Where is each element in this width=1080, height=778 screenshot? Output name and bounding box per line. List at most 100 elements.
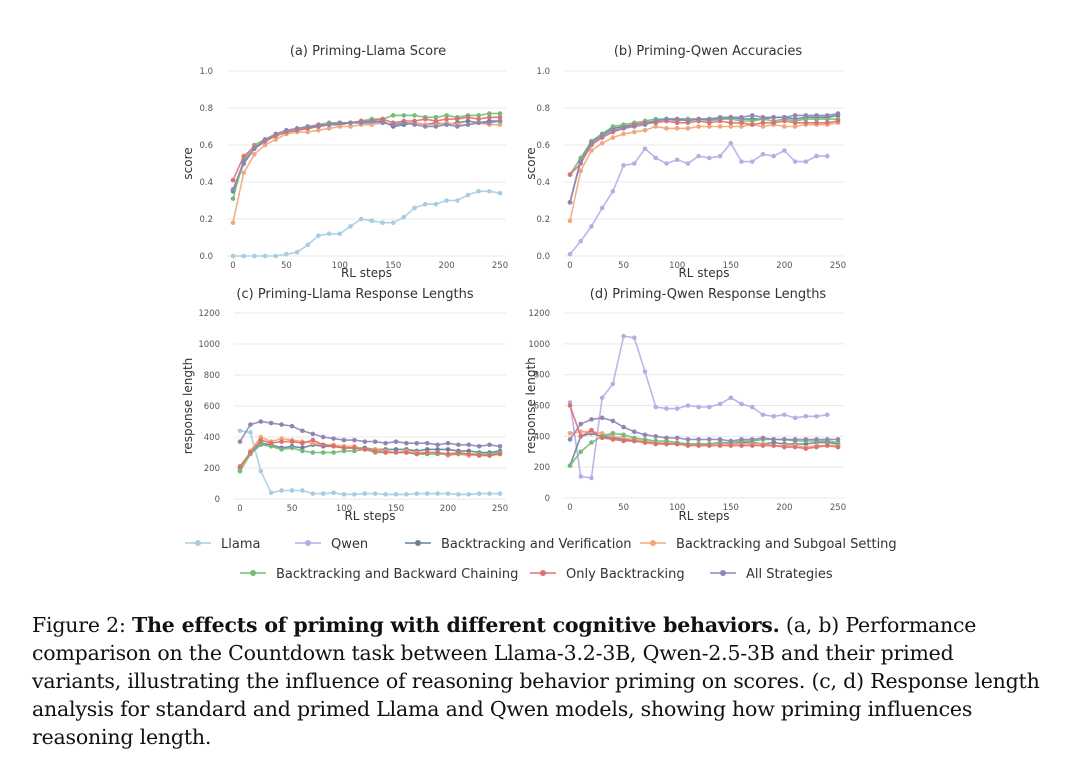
series-line <box>239 430 500 496</box>
x-tick-label: 250 <box>830 503 846 513</box>
data-point <box>610 188 616 194</box>
data-point <box>707 116 712 122</box>
data-point <box>567 430 573 436</box>
data-point <box>362 447 368 452</box>
data-point <box>289 439 295 444</box>
y-tick-label: 400 <box>534 432 550 442</box>
y-tick-label: 1200 <box>198 309 220 319</box>
data-point <box>487 120 492 126</box>
data-point <box>320 442 326 448</box>
data-point <box>728 120 734 126</box>
data-point <box>782 444 787 450</box>
data-point <box>380 120 385 126</box>
data-point <box>728 114 734 120</box>
data-point <box>824 153 830 159</box>
data-point <box>599 133 605 139</box>
legend-item: Backtracking and Backward Chaining <box>240 567 518 582</box>
x-tick-label: 150 <box>723 261 739 271</box>
data-point <box>404 440 409 446</box>
data-point <box>445 451 451 457</box>
x-tick-label: 0 <box>567 261 572 271</box>
data-point <box>289 423 295 429</box>
data-point <box>707 120 712 126</box>
data-point <box>739 159 744 164</box>
data-point <box>621 424 626 430</box>
y-tick-label: 0.6 <box>199 141 213 151</box>
data-point <box>476 116 481 122</box>
data-point <box>424 450 430 455</box>
data-point <box>578 449 584 455</box>
legend-item: Llama <box>185 537 260 552</box>
data-point <box>578 159 584 164</box>
y-tick-label: 1000 <box>198 340 220 350</box>
data-point <box>599 140 605 146</box>
data-point <box>707 124 712 129</box>
data-point <box>803 113 809 118</box>
data-point <box>739 120 744 126</box>
data-point <box>383 492 388 497</box>
data-point <box>454 198 460 203</box>
x-tick-label: 100 <box>669 261 685 271</box>
x-tick-label: 200 <box>438 261 454 271</box>
data-point <box>487 114 492 120</box>
y-tick-label: 800 <box>534 371 550 381</box>
data-point <box>435 450 440 455</box>
data-point <box>696 153 701 159</box>
panel-a: 0.0 0.2 0.4 0.6 0.8 1.0 0 50 100 150 200 250 (a) Pri… <box>181 44 508 280</box>
data-point <box>412 118 417 124</box>
data-point <box>696 116 701 122</box>
data-point <box>230 253 236 259</box>
data-point <box>444 198 449 203</box>
data-point <box>422 201 428 207</box>
data-point <box>241 159 246 164</box>
data-point <box>393 450 399 455</box>
data-point <box>782 412 787 418</box>
data-point <box>294 250 300 255</box>
data-point <box>664 126 669 131</box>
data-point <box>465 118 471 124</box>
data-point <box>487 188 492 194</box>
data-point <box>632 438 637 444</box>
data-point <box>835 118 841 124</box>
data-point <box>331 490 336 496</box>
data-point <box>749 437 755 442</box>
legend-label: Llama <box>221 537 260 552</box>
data-point <box>341 445 347 451</box>
data-point <box>749 404 755 410</box>
data-point <box>653 441 659 447</box>
legend-swatch-marker <box>305 540 311 546</box>
data-point <box>632 124 637 129</box>
data-point <box>348 120 353 126</box>
data-point <box>771 153 776 159</box>
data-point <box>824 412 830 418</box>
data-point <box>466 451 472 457</box>
data-point <box>294 126 300 131</box>
data-point <box>760 120 766 126</box>
data-point <box>445 491 451 496</box>
data-point <box>316 124 321 129</box>
legend-item: Qwen <box>295 537 368 552</box>
data-point <box>707 443 712 448</box>
data-point <box>589 427 594 433</box>
data-point <box>230 187 236 192</box>
data-point <box>331 436 336 441</box>
data-point <box>599 415 605 421</box>
data-point <box>567 251 573 257</box>
data-point <box>279 439 284 444</box>
legend-swatch-marker <box>250 570 256 576</box>
data-point <box>380 116 385 122</box>
data-point <box>589 224 594 229</box>
data-point <box>476 120 481 126</box>
data-point <box>273 131 279 137</box>
x-tick-label: 0 <box>230 261 235 271</box>
data-point <box>739 114 744 120</box>
data-point <box>252 151 257 157</box>
data-point <box>258 419 264 424</box>
data-point <box>664 435 669 441</box>
data-point <box>728 395 734 401</box>
data-point <box>268 420 274 426</box>
data-point <box>289 488 295 493</box>
series-qwen <box>567 140 830 257</box>
data-point <box>589 140 594 146</box>
data-point <box>707 437 712 442</box>
